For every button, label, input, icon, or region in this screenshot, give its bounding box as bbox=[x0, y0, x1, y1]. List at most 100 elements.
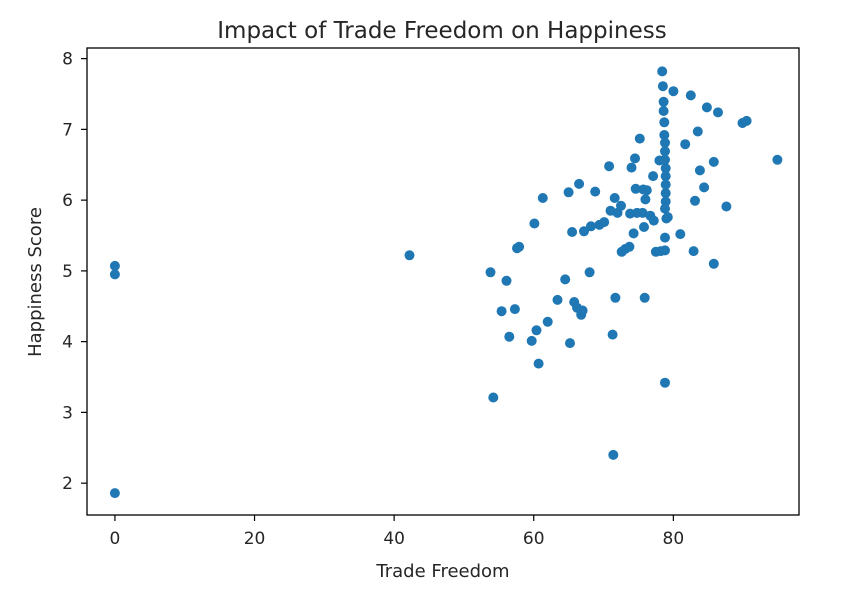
data-point-80 bbox=[660, 245, 670, 256]
data-point-15 bbox=[533, 358, 544, 369]
data-point-74 bbox=[660, 171, 671, 182]
data-point-47 bbox=[628, 228, 639, 239]
x-axis-label: Trade Freedom bbox=[375, 561, 509, 582]
data-point-44 bbox=[624, 241, 635, 252]
data-point-97 bbox=[721, 201, 732, 212]
data-point-37 bbox=[608, 449, 619, 460]
y-tick-label: 8 bbox=[62, 50, 73, 70]
data-point-0 bbox=[109, 260, 120, 271]
data-point-88 bbox=[688, 246, 699, 257]
x-tick-label: 0 bbox=[110, 529, 121, 549]
axes-frame bbox=[86, 47, 800, 516]
data-point-83 bbox=[662, 212, 673, 223]
data-point-6 bbox=[496, 306, 507, 317]
y-tick-label: 6 bbox=[62, 191, 73, 211]
data-point-1 bbox=[109, 269, 120, 280]
data-point-95 bbox=[708, 258, 719, 269]
data-point-90 bbox=[692, 126, 703, 137]
data-point-73 bbox=[660, 163, 671, 174]
x-tick-label: 80 bbox=[663, 529, 685, 549]
data-point-66 bbox=[658, 96, 669, 107]
data-point-94 bbox=[708, 156, 719, 167]
data-point-20 bbox=[563, 187, 574, 198]
data-point-52 bbox=[637, 207, 648, 218]
data-point-51 bbox=[634, 133, 645, 144]
data-point-71 bbox=[660, 146, 670, 157]
data-point-41 bbox=[616, 200, 626, 211]
x-axis-ticks: 0 20 40 60 80 bbox=[110, 515, 685, 549]
data-point-49 bbox=[630, 183, 641, 194]
data-point-93 bbox=[701, 102, 712, 113]
data-point-22 bbox=[567, 227, 578, 237]
data-point-3 bbox=[404, 250, 415, 261]
data-point-67 bbox=[658, 106, 669, 116]
data-point-28 bbox=[579, 226, 589, 237]
data-point-48 bbox=[630, 153, 640, 164]
data-point-54 bbox=[639, 222, 649, 232]
data-point-92 bbox=[699, 182, 710, 193]
y-axis-ticks: 2 3 4 5 6 7 8 bbox=[62, 50, 87, 494]
data-point-76 bbox=[660, 188, 671, 199]
plot-area bbox=[109, 66, 783, 499]
data-point-64 bbox=[657, 66, 668, 77]
data-point-46 bbox=[626, 162, 637, 173]
data-point-2 bbox=[109, 488, 120, 499]
data-point-27 bbox=[577, 305, 588, 316]
chart-title: Impact of Trade Freedom on Happiness bbox=[217, 18, 666, 44]
data-point-16 bbox=[537, 193, 548, 203]
data-point-99 bbox=[741, 115, 752, 126]
data-point-29 bbox=[584, 267, 595, 278]
x-tick-label: 20 bbox=[244, 529, 266, 549]
data-point-21 bbox=[565, 338, 575, 349]
data-point-18 bbox=[552, 294, 563, 305]
y-tick-label: 5 bbox=[62, 262, 73, 282]
data-point-36 bbox=[607, 329, 618, 340]
data-point-68 bbox=[659, 117, 670, 128]
data-point-69 bbox=[659, 130, 670, 140]
data-point-96 bbox=[713, 107, 723, 118]
data-point-17 bbox=[542, 316, 553, 327]
data-point-81 bbox=[660, 377, 670, 388]
data-point-59 bbox=[648, 171, 659, 182]
data-point-65 bbox=[657, 81, 668, 92]
data-point-19 bbox=[560, 274, 571, 285]
data-point-91 bbox=[694, 165, 705, 176]
data-point-85 bbox=[675, 229, 686, 240]
data-point-25 bbox=[574, 178, 585, 189]
y-tick-label: 2 bbox=[62, 474, 73, 494]
data-point-75 bbox=[660, 179, 671, 190]
data-point-31 bbox=[590, 186, 601, 197]
data-point-79 bbox=[660, 232, 670, 243]
data-point-60 bbox=[648, 215, 659, 226]
data-point-8 bbox=[504, 331, 515, 342]
data-point-34 bbox=[604, 161, 615, 172]
data-point-30 bbox=[586, 221, 596, 232]
data-point-87 bbox=[685, 90, 696, 101]
data-point-4 bbox=[485, 267, 496, 278]
y-tick-label: 4 bbox=[62, 333, 73, 353]
data-point-12 bbox=[526, 335, 537, 346]
y-tick-label: 3 bbox=[62, 403, 73, 423]
data-point-100 bbox=[772, 154, 783, 165]
data-point-13 bbox=[529, 218, 540, 229]
y-tick-label: 7 bbox=[62, 120, 73, 140]
data-point-14 bbox=[531, 325, 542, 336]
data-point-55 bbox=[639, 292, 650, 303]
data-point-39 bbox=[610, 292, 621, 303]
data-point-72 bbox=[660, 154, 670, 165]
data-point-56 bbox=[640, 194, 651, 205]
data-point-84 bbox=[668, 86, 679, 97]
data-point-78 bbox=[660, 203, 670, 214]
data-point-7 bbox=[501, 275, 512, 286]
data-point-86 bbox=[680, 139, 691, 150]
data-point-57 bbox=[641, 185, 652, 196]
x-tick-label: 40 bbox=[383, 529, 405, 549]
data-point-89 bbox=[690, 195, 700, 206]
data-point-9 bbox=[509, 304, 520, 315]
data-point-5 bbox=[488, 392, 499, 403]
data-point-38 bbox=[609, 193, 620, 203]
y-axis-label: Happiness Score bbox=[25, 207, 46, 357]
data-point-33 bbox=[599, 217, 610, 228]
data-point-11 bbox=[514, 241, 525, 252]
